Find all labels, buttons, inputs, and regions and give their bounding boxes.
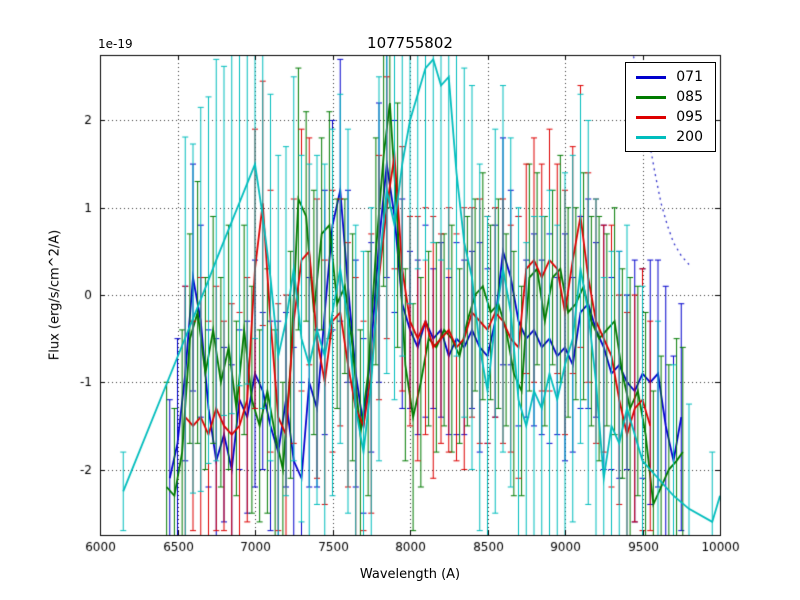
legend-label: 071 [676,69,703,85]
legend-label: 095 [676,109,703,125]
legend-line-swatch [636,95,667,99]
legend-line-swatch [636,75,667,79]
legend: 071 085 095 200 [625,62,716,152]
legend-item: 085 [636,90,703,104]
x-axis-label: Wavelength (A) [359,567,461,582]
y-axis-label: Flux (erg/s/cm^2/A) [47,229,63,361]
y-axis-offset-label: 1e-19 [98,37,133,51]
chart-title: 107755802 [367,34,453,52]
legend-item: 071 [636,70,703,84]
legend-item: 200 [636,130,703,144]
legend-label: 085 [676,89,703,105]
legend-label: 200 [676,129,703,145]
legend-line-swatch [636,115,667,119]
legend-item: 095 [636,110,703,124]
legend-line-swatch [636,135,667,139]
